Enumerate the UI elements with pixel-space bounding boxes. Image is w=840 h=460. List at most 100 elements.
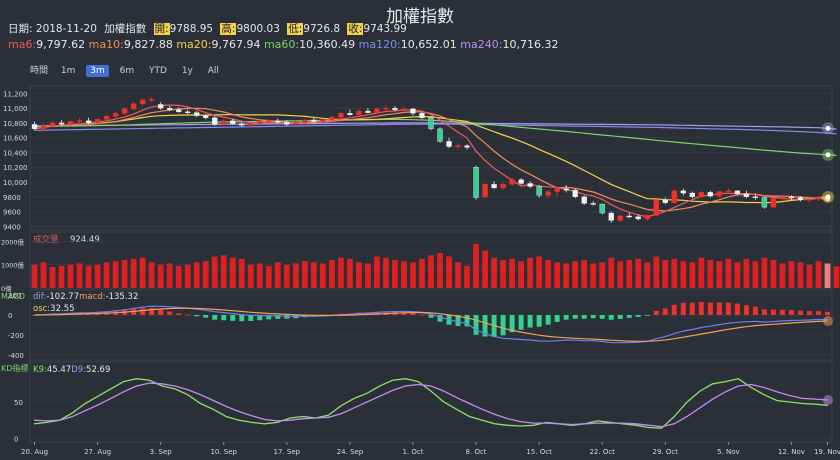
macd-y-tick: 200	[8, 292, 21, 300]
candle	[103, 116, 110, 120]
date-label: 日期:	[8, 23, 33, 35]
x-tick-label: 17. Sep	[274, 448, 301, 456]
volume-bar	[265, 265, 272, 288]
volume-bar	[509, 258, 515, 288]
volume-bar	[518, 261, 524, 288]
candle	[392, 107, 398, 110]
volume-bar	[581, 260, 588, 288]
osc-bar	[455, 315, 461, 326]
osc-bar	[608, 315, 614, 320]
candle	[230, 120, 236, 124]
volume-bar	[130, 258, 137, 288]
macd-panel-label: MACD	[1, 292, 25, 301]
price-y-tick: 9600	[3, 209, 21, 217]
osc-bar	[716, 302, 722, 315]
volume-bar	[247, 264, 254, 288]
volume-bar	[94, 264, 101, 288]
osc-bar	[437, 315, 443, 322]
osc-bar	[590, 315, 596, 319]
volume-bar	[572, 261, 579, 288]
osc-bar	[671, 304, 677, 315]
candle	[554, 188, 560, 192]
osc-bar	[410, 313, 416, 315]
osc-bar	[626, 315, 632, 318]
candle	[248, 123, 254, 126]
zoom-all-button[interactable]: All	[207, 66, 219, 76]
volume-bar	[319, 263, 326, 288]
zoom-3m-button[interactable]: 3m	[86, 65, 109, 77]
volume-bar	[211, 256, 218, 288]
kd-y-tick: 0	[14, 435, 18, 443]
ma-end-marker-dot	[825, 152, 831, 158]
volume-bar	[671, 258, 678, 288]
osc-bar	[419, 314, 425, 316]
volume-bar	[85, 265, 92, 288]
volume-bar	[328, 260, 335, 288]
volume-bar	[734, 262, 741, 288]
volume-bar	[779, 263, 786, 288]
volume-bar	[401, 261, 407, 288]
price-panel-frame	[29, 85, 833, 231]
osc-bar	[788, 309, 794, 315]
zoom-ytd-button[interactable]: YTD	[149, 66, 167, 76]
x-tick-label: 19. Nov	[814, 448, 840, 456]
ma60-line	[34, 118, 837, 156]
volume-bar	[148, 262, 155, 288]
low-value: 9726.8	[303, 23, 341, 35]
volume-bar	[49, 267, 56, 288]
candle	[239, 123, 245, 126]
price-y-tick: 10,600	[3, 135, 28, 143]
ohlc-info: 日期: 2018-11-20 加權指數 開:9788.95 高:9800.03 …	[8, 21, 407, 36]
volume-y-tick: 2000億	[1, 237, 25, 246]
index-name: 加權指數	[104, 23, 147, 35]
x-tick-label: 10. Sep	[210, 448, 237, 456]
dif-line	[34, 305, 828, 344]
candle	[815, 197, 822, 200]
candle	[347, 113, 353, 115]
candle	[752, 196, 759, 198]
volume-bar	[76, 263, 83, 288]
price-y-tick: 11,000	[3, 105, 28, 113]
candle	[401, 108, 407, 111]
osc-bar	[680, 302, 686, 315]
volume-bar	[229, 257, 236, 288]
volume-bar	[563, 263, 570, 288]
volume-bar	[482, 250, 488, 288]
x-tick-label: 1. Oct	[402, 448, 423, 456]
zoom-1m-button[interactable]: 1m	[60, 66, 76, 76]
osc-bar	[752, 306, 758, 315]
volume-bar	[121, 260, 128, 288]
volume-bar	[310, 262, 317, 288]
volume-bar	[644, 262, 651, 288]
volume-bar	[770, 260, 777, 288]
osc-bar	[572, 315, 578, 319]
x-tick-label: 22. Oct	[589, 448, 615, 456]
price-y-tick: 10,200	[3, 164, 28, 172]
k-line	[33, 378, 829, 429]
candle	[446, 141, 452, 147]
candle	[518, 179, 524, 184]
x-tick-label: 27. Aug	[84, 448, 111, 456]
macd-y-tick: 0	[8, 312, 12, 320]
zoom-6m-button[interactable]: 6m	[119, 66, 135, 76]
candle	[716, 191, 723, 197]
osc-bar	[689, 302, 695, 315]
volume-bar	[653, 256, 660, 288]
candle	[419, 113, 425, 118]
zoom-label: 時間	[30, 66, 49, 76]
candle	[590, 203, 596, 205]
volume-bar	[31, 264, 38, 288]
high-value: 9800.03	[236, 23, 280, 35]
osc-bar	[779, 309, 785, 315]
macd-y-tick: -200	[8, 332, 24, 340]
candle	[139, 99, 146, 104]
x-tick-label: 20. Aug	[21, 448, 48, 456]
page-title: 加權指數	[386, 7, 454, 27]
candle	[761, 197, 768, 208]
x-tick-label: 24. Sep	[337, 448, 364, 456]
zoom-1y-button[interactable]: 1y	[181, 66, 193, 76]
candle	[491, 184, 497, 189]
ma-end-marker-dot	[825, 194, 831, 200]
volume-bar	[590, 263, 597, 288]
